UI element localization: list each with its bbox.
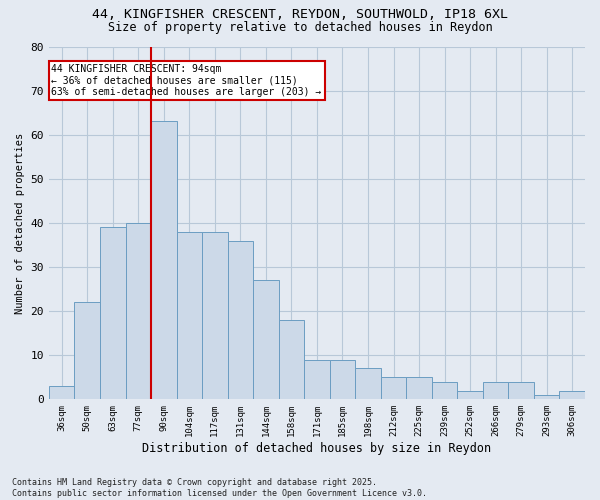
Y-axis label: Number of detached properties: Number of detached properties — [15, 132, 25, 314]
Bar — [151, 122, 176, 400]
Bar — [202, 232, 227, 400]
Bar — [227, 240, 253, 400]
Bar — [432, 382, 457, 400]
Text: 44, KINGFISHER CRESCENT, REYDON, SOUTHWOLD, IP18 6XL: 44, KINGFISHER CRESCENT, REYDON, SOUTHWO… — [92, 8, 508, 20]
Bar — [74, 302, 100, 400]
Bar — [125, 223, 151, 400]
Bar — [406, 378, 432, 400]
Bar — [457, 390, 483, 400]
Text: 44 KINGFISHER CRESCENT: 94sqm
← 36% of detached houses are smaller (115)
63% of : 44 KINGFISHER CRESCENT: 94sqm ← 36% of d… — [52, 64, 322, 98]
Bar — [100, 228, 125, 400]
Bar — [278, 320, 304, 400]
Bar — [304, 360, 330, 400]
Bar — [534, 395, 559, 400]
Bar — [49, 386, 74, 400]
Bar — [559, 390, 585, 400]
Bar — [330, 360, 355, 400]
X-axis label: Distribution of detached houses by size in Reydon: Distribution of detached houses by size … — [142, 442, 491, 455]
Text: Size of property relative to detached houses in Reydon: Size of property relative to detached ho… — [107, 21, 493, 34]
Bar — [381, 378, 406, 400]
Bar — [355, 368, 381, 400]
Bar — [508, 382, 534, 400]
Bar — [253, 280, 278, 400]
Bar — [483, 382, 508, 400]
Bar — [176, 232, 202, 400]
Text: Contains HM Land Registry data © Crown copyright and database right 2025.
Contai: Contains HM Land Registry data © Crown c… — [12, 478, 427, 498]
